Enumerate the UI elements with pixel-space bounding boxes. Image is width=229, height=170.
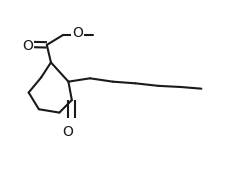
Text: O: O: [62, 125, 72, 139]
Text: O: O: [22, 39, 33, 53]
Text: O: O: [72, 26, 83, 40]
